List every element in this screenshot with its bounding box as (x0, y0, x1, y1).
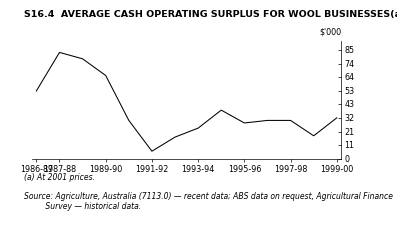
Text: Source: Agriculture, Australia (7113.0) — recent data; ABS data on request, Agri: Source: Agriculture, Australia (7113.0) … (24, 192, 393, 211)
Text: $'000: $'000 (319, 27, 341, 36)
Text: S16.4  AVERAGE CASH OPERATING SURPLUS FOR WOOL BUSINESSES(a): S16.4 AVERAGE CASH OPERATING SURPLUS FOR… (24, 10, 397, 19)
Text: (a) At 2001 prices.: (a) At 2001 prices. (24, 173, 95, 182)
